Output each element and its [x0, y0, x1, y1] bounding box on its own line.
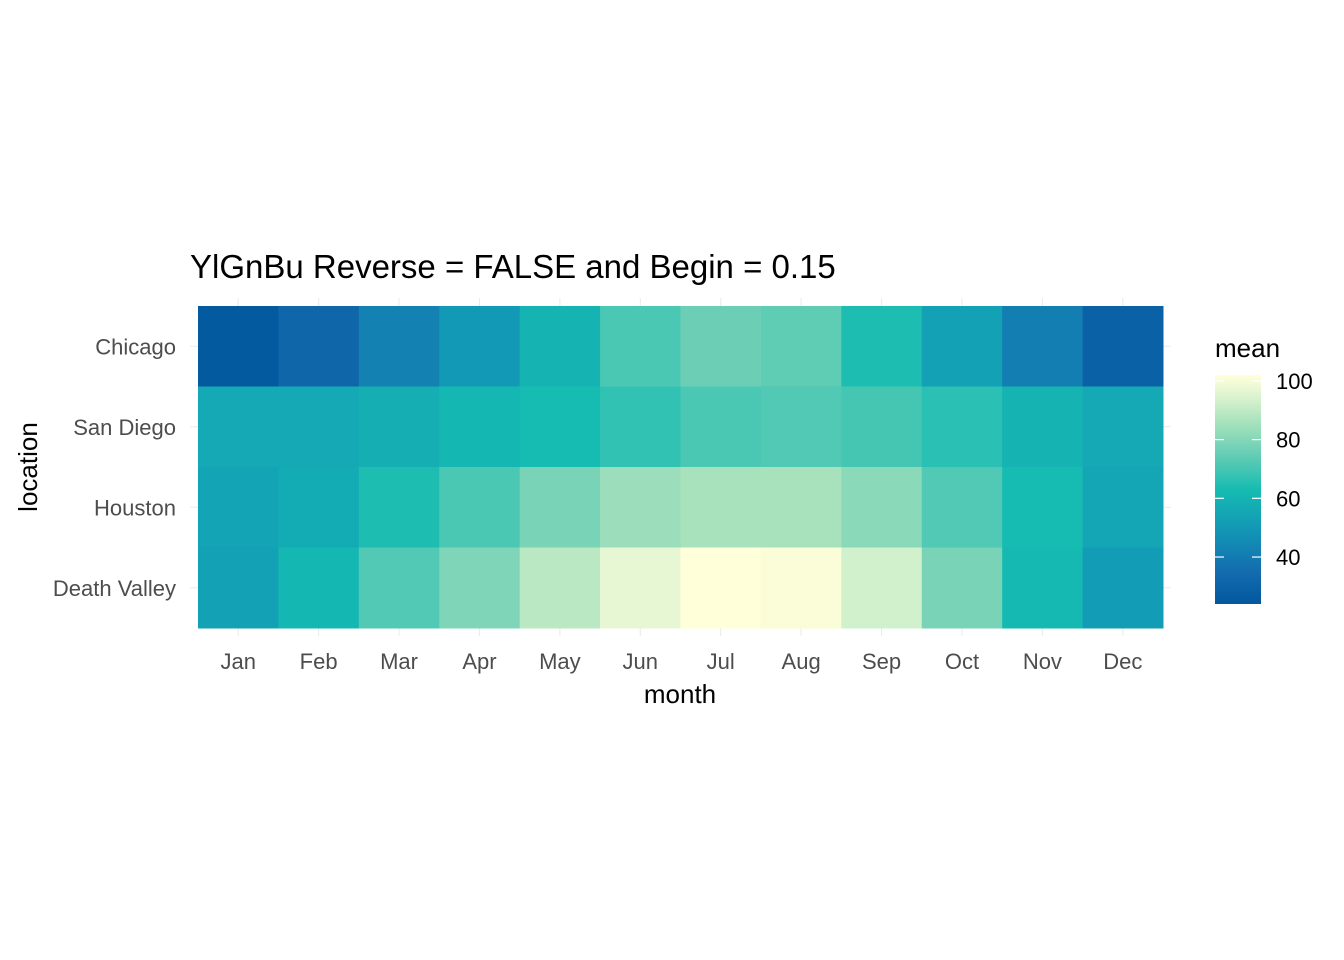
heatmap-cell	[760, 467, 842, 548]
x-tick-label: Mar	[380, 649, 418, 674]
heatmap-cell	[600, 547, 681, 629]
heatmap-cell	[921, 386, 1003, 468]
heatmap-cell	[439, 386, 521, 468]
chart-title: YlGnBu Reverse = FALSE and Begin = 0.15	[190, 248, 836, 285]
heatmap-cell	[680, 467, 762, 548]
heatmap-cell	[680, 386, 762, 468]
heatmap-cell	[198, 306, 279, 387]
heatmap-cell	[841, 306, 923, 387]
heatmap-cell	[519, 547, 601, 629]
legend-tick-label: 100	[1276, 369, 1313, 394]
heatmap-cell	[439, 306, 521, 387]
heatmap-cell	[198, 386, 279, 468]
heatmap-cell	[680, 547, 762, 629]
heatmap-cell	[519, 306, 601, 387]
heatmap-cell	[600, 306, 681, 387]
y-tick-label: Houston	[94, 495, 176, 520]
y-tick-label: San Diego	[73, 415, 176, 440]
legend-tick-label: 60	[1276, 486, 1300, 511]
heatmap-cell	[760, 306, 842, 387]
heatmap-cell	[439, 547, 521, 629]
heatmap-cell	[1082, 547, 1164, 629]
heatmap-cell	[1082, 306, 1164, 387]
heatmap-cell	[600, 386, 681, 468]
heatmap-cell	[278, 386, 360, 468]
heatmap-cell	[760, 386, 842, 468]
heatmap-cell	[600, 467, 681, 548]
heatmap-cells	[198, 306, 1164, 629]
heatmap-cell	[358, 467, 440, 548]
x-tick-label: Feb	[300, 649, 338, 674]
x-tick-label: Sep	[862, 649, 901, 674]
heatmap-cell	[921, 306, 1003, 387]
heatmap-cell	[680, 306, 762, 387]
heatmap-cell	[1002, 547, 1084, 629]
heatmap-cell	[439, 467, 521, 548]
heatmap-cell	[841, 386, 923, 468]
heatmap-cell	[358, 547, 440, 629]
legend-tick-label: 40	[1276, 545, 1300, 570]
heatmap-cell	[921, 547, 1003, 629]
heatmap-cell	[760, 547, 842, 629]
x-tick-label: Dec	[1103, 649, 1142, 674]
heatmap-cell	[1002, 306, 1084, 387]
x-tick-label: Nov	[1023, 649, 1062, 674]
x-tick-label: May	[539, 649, 581, 674]
x-tick-label: Jan	[220, 649, 255, 674]
legend: mean 40 60 80 100	[1215, 333, 1313, 604]
heatmap-cell	[841, 547, 923, 629]
x-tick-label: Aug	[782, 649, 821, 674]
heatmap-cell	[1082, 467, 1164, 548]
legend-title: mean	[1215, 333, 1280, 363]
heatmap-cell	[278, 467, 360, 548]
heatmap-cell	[198, 467, 279, 548]
legend-tick-label: 80	[1276, 428, 1300, 453]
heatmap-cell	[519, 467, 601, 548]
heatmap-cell	[278, 306, 360, 387]
x-tick-label: Jul	[707, 649, 735, 674]
heatmap-cell	[519, 386, 601, 468]
x-axis-title: month	[644, 679, 716, 709]
x-axis-ticks: Jan Feb Mar Apr May Jun Jul Aug Sep Oct Nov Dec	[220, 649, 1142, 674]
y-axis-title: location	[13, 422, 43, 512]
heatmap-cell	[1002, 467, 1084, 548]
heatmap-cell	[1002, 386, 1084, 468]
legend-colorbar	[1215, 375, 1261, 604]
x-tick-label: Jun	[623, 649, 658, 674]
heatmap-cell	[278, 547, 360, 629]
heatmap-cell	[921, 467, 1003, 548]
x-tick-label: Oct	[945, 649, 979, 674]
legend-ticks: 40 60 80 100	[1215, 369, 1313, 570]
x-tick-label: Apr	[462, 649, 496, 674]
heatmap-cell	[358, 386, 440, 468]
y-tick-label: Chicago	[95, 334, 176, 359]
heatmap-cell	[358, 306, 440, 387]
heatmap-cell	[1082, 386, 1164, 468]
y-tick-label: Death Valley	[53, 576, 176, 601]
y-axis-ticks: Chicago San Diego Houston Death Valley	[53, 334, 176, 601]
heatmap-cell	[198, 547, 279, 629]
heatmap-cell	[841, 467, 923, 548]
